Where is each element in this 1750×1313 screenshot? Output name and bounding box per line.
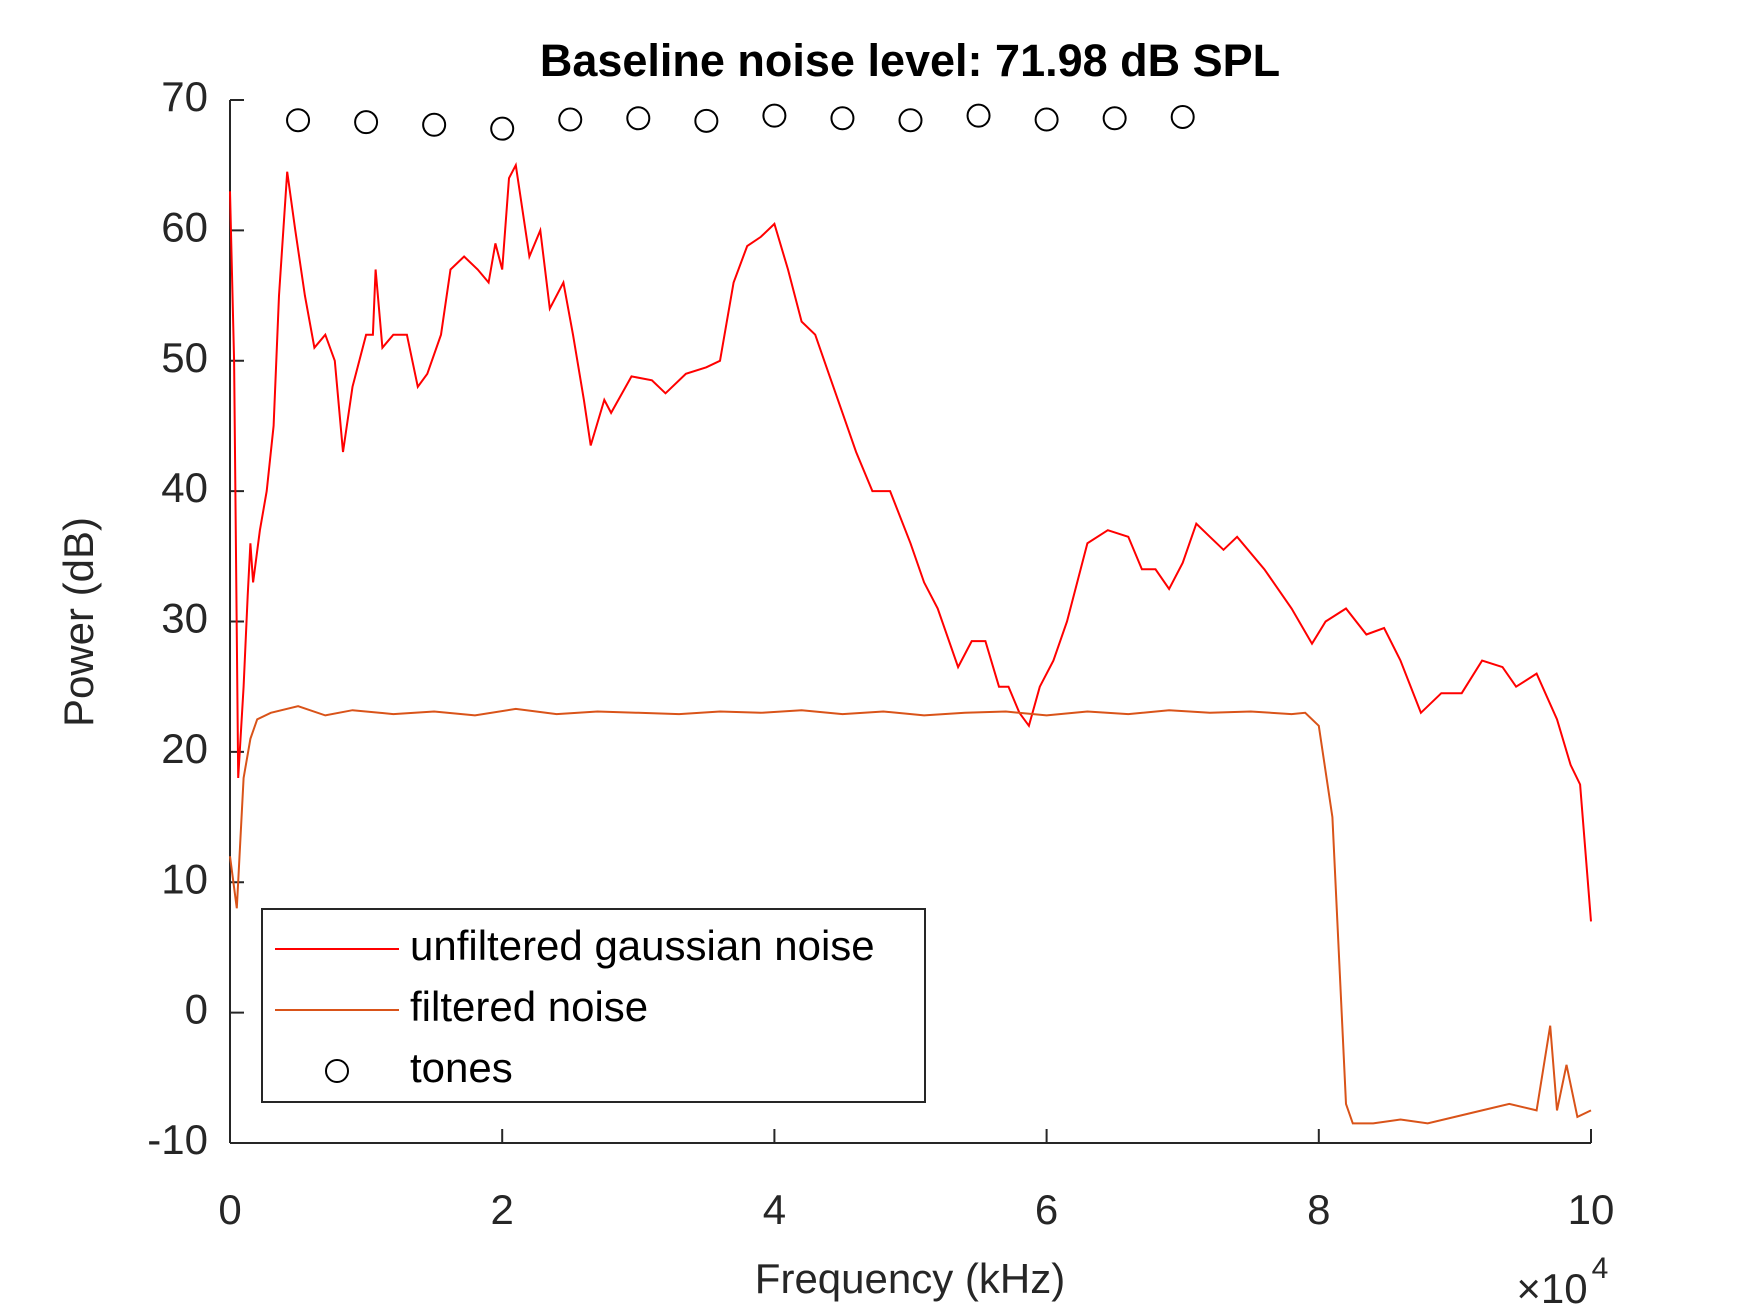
y-tick-label: 40 <box>161 464 208 511</box>
legend-label: unfiltered gaussian noise <box>410 922 875 969</box>
tone-marker <box>558 107 583 132</box>
x-tick-label: 8 <box>1307 1186 1330 1233</box>
legend-label: tones <box>410 1044 513 1091</box>
x-multiplier-exponent: 4 <box>1592 1252 1609 1285</box>
y-tick-label: 30 <box>161 595 208 642</box>
tone-marker <box>354 110 379 135</box>
tone-marker <box>626 106 651 131</box>
x-axis-label: Frequency (kHz) <box>755 1255 1065 1302</box>
tone-marker <box>286 108 311 133</box>
y-tick-label: 20 <box>161 725 208 772</box>
tone-marker <box>490 116 515 141</box>
tone-marker <box>1034 107 1059 132</box>
x-tick-label: 4 <box>763 1186 786 1233</box>
series-line <box>229 705 1592 1125</box>
y-tick-label: 70 <box>161 73 208 120</box>
x-tick-label: 2 <box>491 1186 514 1233</box>
y-tick-label: 60 <box>161 203 208 250</box>
tone-marker <box>762 103 787 128</box>
x-multiplier: ×10 <box>1516 1265 1587 1312</box>
y-tick-label: 50 <box>161 334 208 381</box>
tone-marker <box>694 108 719 133</box>
x-tick-label: 10 <box>1568 1186 1615 1233</box>
legend-label: filtered noise <box>410 983 648 1030</box>
y-axis-label: Power (dB) <box>55 517 102 727</box>
chart-title: Baseline noise level: 71.98 dB SPL <box>540 35 1280 86</box>
tone-marker <box>1170 104 1195 129</box>
x-tick-label: 0 <box>218 1186 241 1233</box>
legend-box <box>261 908 926 1103</box>
x-tick-label: 6 <box>1035 1186 1058 1233</box>
tone-marker <box>898 108 923 133</box>
tone-marker <box>830 106 855 131</box>
y-tick-label: 10 <box>161 855 208 902</box>
tone-marker <box>1102 106 1127 131</box>
y-tick-label: -10 <box>147 1116 208 1163</box>
legend-marker <box>325 1059 349 1083</box>
series-line <box>229 162 1592 922</box>
y-tick-label: 0 <box>185 986 208 1033</box>
tone-marker <box>422 112 447 137</box>
tone-marker <box>966 103 991 128</box>
